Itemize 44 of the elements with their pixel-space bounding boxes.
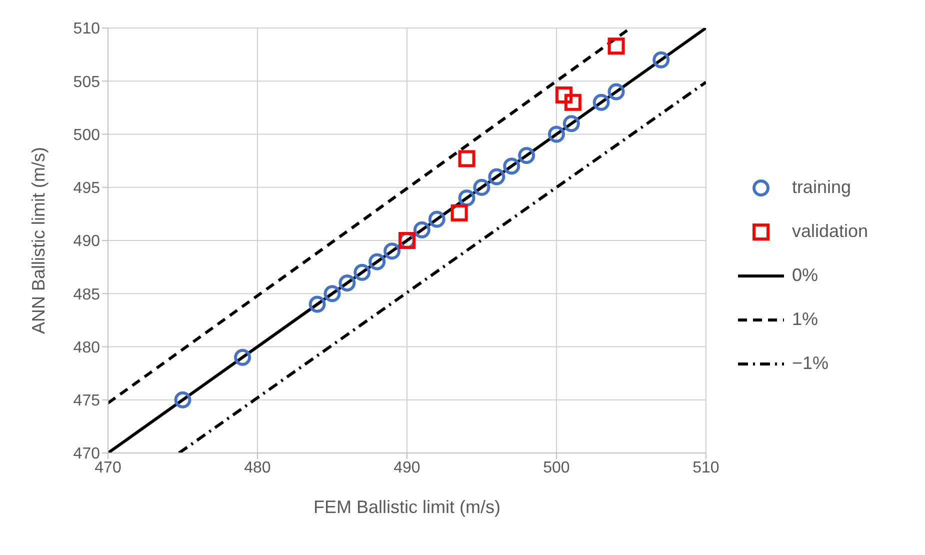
point: [384, 242, 401, 260]
legend-label: −1%: [792, 353, 828, 374]
x-tick-label: 500: [543, 459, 570, 476]
point: [548, 126, 565, 143]
point: [368, 253, 386, 270]
x-tick-label: 480: [244, 459, 271, 476]
point: [354, 264, 371, 281]
x-tick-label: 510: [692, 459, 720, 476]
point: [234, 348, 252, 366]
y-tick-label: 505: [73, 74, 100, 91]
legend-label: 0%: [792, 265, 818, 286]
y-tick-label: 500: [73, 126, 100, 144]
point: [608, 38, 625, 55]
y-tick-label: 480: [73, 339, 100, 356]
point: [592, 94, 610, 111]
point: [413, 221, 430, 238]
x-axis-title: FEM Ballistic limit (m/s): [313, 497, 500, 517]
legend-label: 1%: [792, 309, 818, 330]
point: [428, 210, 446, 228]
point: [564, 94, 582, 111]
y-tick-label: 485: [73, 286, 100, 304]
legend-label: training: [792, 177, 851, 198]
point: [608, 83, 625, 100]
y-tick-label: 475: [73, 392, 100, 410]
point: [518, 147, 536, 164]
point: [308, 296, 326, 313]
point: [450, 204, 468, 222]
point: [324, 285, 341, 302]
point: [503, 158, 520, 175]
point: [458, 150, 476, 168]
y-axis-title: ANN Ballistic limit (m/s): [28, 147, 48, 334]
x-tick-label: 490: [394, 459, 420, 476]
point: [488, 168, 506, 186]
point: [174, 391, 192, 408]
legend-label: validation: [792, 221, 868, 242]
y-tick-label: 510: [73, 20, 100, 38]
point: [473, 178, 490, 196]
point: [562, 115, 580, 132]
point: [652, 51, 670, 68]
y-tick-label: 490: [73, 233, 100, 250]
point: [338, 274, 356, 292]
point: [458, 190, 476, 206]
y-tick-label: 495: [73, 180, 100, 198]
point: [555, 86, 572, 104]
